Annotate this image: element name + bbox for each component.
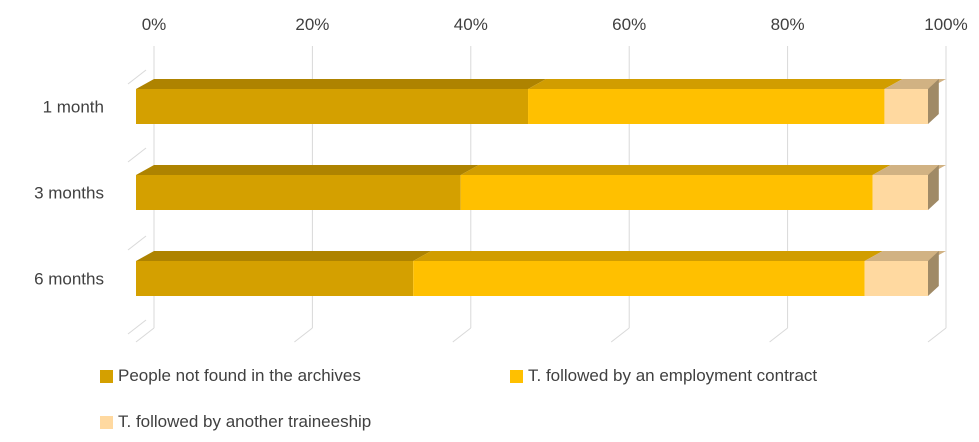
bar-segment-top	[136, 79, 547, 89]
category-label: 6 months	[34, 270, 104, 289]
legend-label: T. followed by an employment contract	[528, 366, 818, 385]
bar-segment	[872, 175, 928, 210]
bar-segment-top	[460, 165, 891, 175]
legend-label: People not found in the archives	[118, 366, 361, 385]
category-label: 1 month	[43, 98, 104, 117]
bar-side-face	[928, 251, 939, 296]
legend-label: T. followed by another traineeship	[118, 412, 372, 431]
bar-segment	[136, 261, 414, 296]
wall-gridline	[127, 319, 147, 335]
bar-segment-top	[528, 79, 903, 89]
x-tick-label: 20%	[295, 15, 329, 34]
bar-side-face	[928, 79, 939, 124]
legend-swatch	[100, 369, 113, 383]
x-tick-label: 80%	[771, 15, 805, 34]
floor-gridline	[927, 327, 947, 343]
bar-segment	[528, 89, 885, 124]
legend-item-another-traineeship: T. followed by another traineeship	[100, 412, 371, 432]
legend-swatch	[100, 415, 113, 429]
wall-gridline	[127, 147, 147, 163]
x-axis-tick-labels: 0% 20% 40% 60% 80% 100%	[142, 15, 968, 34]
wall-gridline	[127, 235, 147, 251]
bar-segment-top	[884, 79, 946, 89]
bars	[136, 79, 946, 296]
bar-segment	[136, 89, 529, 124]
bar-segment-top	[136, 165, 479, 175]
x-tick-label: 60%	[612, 15, 646, 34]
floor-gridline	[452, 327, 472, 343]
y-axis-category-labels: 1 month 3 months 6 months	[34, 98, 104, 289]
bar-segment	[884, 89, 928, 124]
x-tick-label: 100%	[924, 15, 967, 34]
bar-segment-top	[864, 251, 946, 261]
floor-gridline	[769, 327, 788, 343]
legend-item-employment-contract: T. followed by an employment contract	[510, 366, 817, 386]
x-tick-label: 0%	[142, 15, 167, 34]
bar-segment	[136, 175, 461, 210]
wall-gridline	[127, 69, 147, 85]
bar-segment-top	[136, 251, 432, 261]
bar-segment	[864, 261, 928, 296]
bar-side-face	[928, 165, 939, 210]
floor-gridline	[294, 327, 313, 343]
legend-item-not-found: People not found in the archives	[100, 366, 361, 386]
category-label: 3 months	[34, 184, 104, 203]
bar-segment	[413, 261, 865, 296]
floor-gridline	[610, 327, 630, 343]
floor-gridline	[135, 327, 155, 343]
bar-segment	[460, 175, 873, 210]
x-tick-label: 40%	[454, 15, 488, 34]
bar-segment-top	[872, 165, 946, 175]
legend-swatch	[510, 369, 523, 383]
bar-segment-top	[413, 251, 883, 261]
